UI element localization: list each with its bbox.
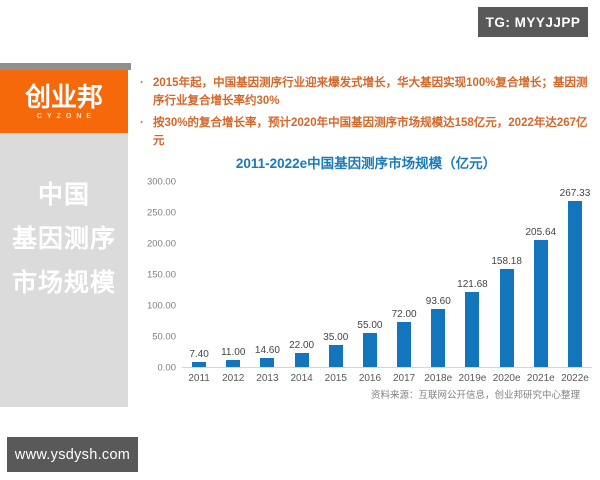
x-tick-label: 2013	[256, 373, 279, 384]
bar-column: 22.00	[285, 180, 319, 367]
y-tick-label: 300.00	[146, 176, 176, 188]
logo-name: 创业邦	[24, 81, 103, 112]
bar	[397, 322, 412, 367]
bar-column: 205.64	[524, 180, 558, 367]
bar	[431, 309, 446, 367]
bar-column: 121.68	[455, 180, 489, 367]
bar-column: 72.00	[387, 180, 421, 367]
cyzone-logo: 创业邦 CYZONE	[0, 70, 128, 133]
chart-title: 2011-2022e中国基因测序市场规模（亿元）	[235, 156, 497, 171]
bar	[362, 332, 377, 367]
plot-area: 7.40 11.00 14.60 22.00 35.00 55.00 72.00 93.60 1…	[182, 180, 592, 368]
y-tick-label: 100.00	[146, 300, 176, 312]
x-axis-labels: 2011 2012 2013 2014 2015 2016 2017 2018e 2019e 20…	[182, 373, 592, 384]
y-tick-label: 0.00	[157, 362, 177, 374]
y-tick-label: 150.00	[146, 269, 176, 281]
x-tick-label: 2019e	[458, 373, 487, 384]
y-tick-label: 50.00	[152, 331, 176, 343]
key-findings-list: · 2015年起，中国基因测序行业迎来爆发式增长，华大基因实现100%复合增长；…	[140, 74, 596, 154]
slide-section-title: 中国 基因测序 市场规模	[0, 133, 128, 407]
bar-value-label: 93.60	[425, 296, 451, 307]
logo-subtitle: CYZONE	[36, 112, 97, 120]
bar-column: 267.33	[558, 180, 592, 367]
bullet-marker: ·	[140, 116, 144, 129]
sidebar-line-1: 中国	[37, 181, 90, 209]
x-tick-label: 2020e	[492, 373, 521, 384]
source-note: 资料来源：互联网公开信息，创业邦研究中心整理	[370, 390, 580, 401]
sidebar-line-3: 市场规模	[11, 269, 116, 297]
bar	[499, 268, 514, 367]
bullet-item: · 2015年起，中国基因测序行业迎来爆发式增长，华大基因实现100%复合增长；…	[140, 74, 596, 111]
bar	[533, 239, 548, 367]
bar-column: 93.60	[421, 180, 455, 367]
y-tick-label: 250.00	[146, 207, 176, 219]
sidebar-line-2: 基因测序	[11, 225, 116, 253]
x-tick-label: 2017	[392, 373, 416, 384]
bar-value-label: 158.18	[491, 255, 522, 267]
bar	[294, 353, 309, 367]
bullet-text-1: 2015年起，中国基因测序行业迎来爆发式增长，华大基因实现100%复合增长；基因…	[153, 77, 588, 108]
bar-value-label: 22.00	[289, 340, 315, 352]
x-tick-label: 2015	[324, 373, 347, 384]
x-tick-label: 2014	[290, 373, 313, 384]
x-tick-label: 2022e	[561, 373, 589, 384]
y-tick-label: 200.00	[146, 238, 176, 250]
bar-column: 55.00	[353, 180, 387, 367]
x-tick-label: 2012	[222, 373, 245, 384]
bar	[328, 345, 343, 367]
bar-value-label: 205.64	[525, 226, 557, 238]
bar	[465, 291, 480, 367]
tg-contact-badge: TG: MYYJJPP	[478, 7, 588, 37]
bar-column: 35.00	[319, 180, 353, 367]
x-tick-label: 2011	[188, 373, 210, 384]
bar	[567, 201, 582, 367]
bar-column: 11.00	[216, 180, 250, 367]
bar-value-label: 72.00	[391, 309, 417, 321]
x-tick-label: 2016	[358, 373, 382, 384]
x-tick-label: 2018e	[424, 373, 453, 384]
x-tick-label: 2021e	[526, 373, 555, 384]
bar	[226, 360, 241, 367]
bar-value-label: 267.33	[559, 188, 591, 200]
watermark-badge: www.ysdysh.com	[7, 437, 138, 472]
bullet-marker: ·	[140, 77, 144, 89]
bar	[260, 357, 275, 367]
bar-value-label: 121.68	[457, 278, 488, 290]
bar-value-label: 35.00	[323, 332, 349, 344]
bar	[192, 362, 207, 367]
bar-value-label: 55.00	[357, 319, 383, 331]
y-axis: 0.00 50.00 100.00 150.00 200.00 250.00 300.00	[140, 176, 176, 374]
bullet-text-2: 按30%的复合增长率，预计2020年中国基因测序市场规模达158亿元，2022年…	[153, 116, 588, 148]
bar-value-label: 11.00	[221, 347, 246, 359]
bar-column: 158.18	[490, 180, 524, 367]
bar-column: 7.40	[182, 180, 216, 367]
bar-column: 14.60	[250, 180, 284, 367]
bar-value-label: 14.60	[254, 344, 280, 356]
logo-top-strip	[0, 63, 131, 70]
bar-value-label: 7.40	[189, 349, 209, 361]
bullet-item: · 按30%的复合增长率，预计2020年中国基因测序市场规模达158亿元，202…	[140, 114, 596, 151]
